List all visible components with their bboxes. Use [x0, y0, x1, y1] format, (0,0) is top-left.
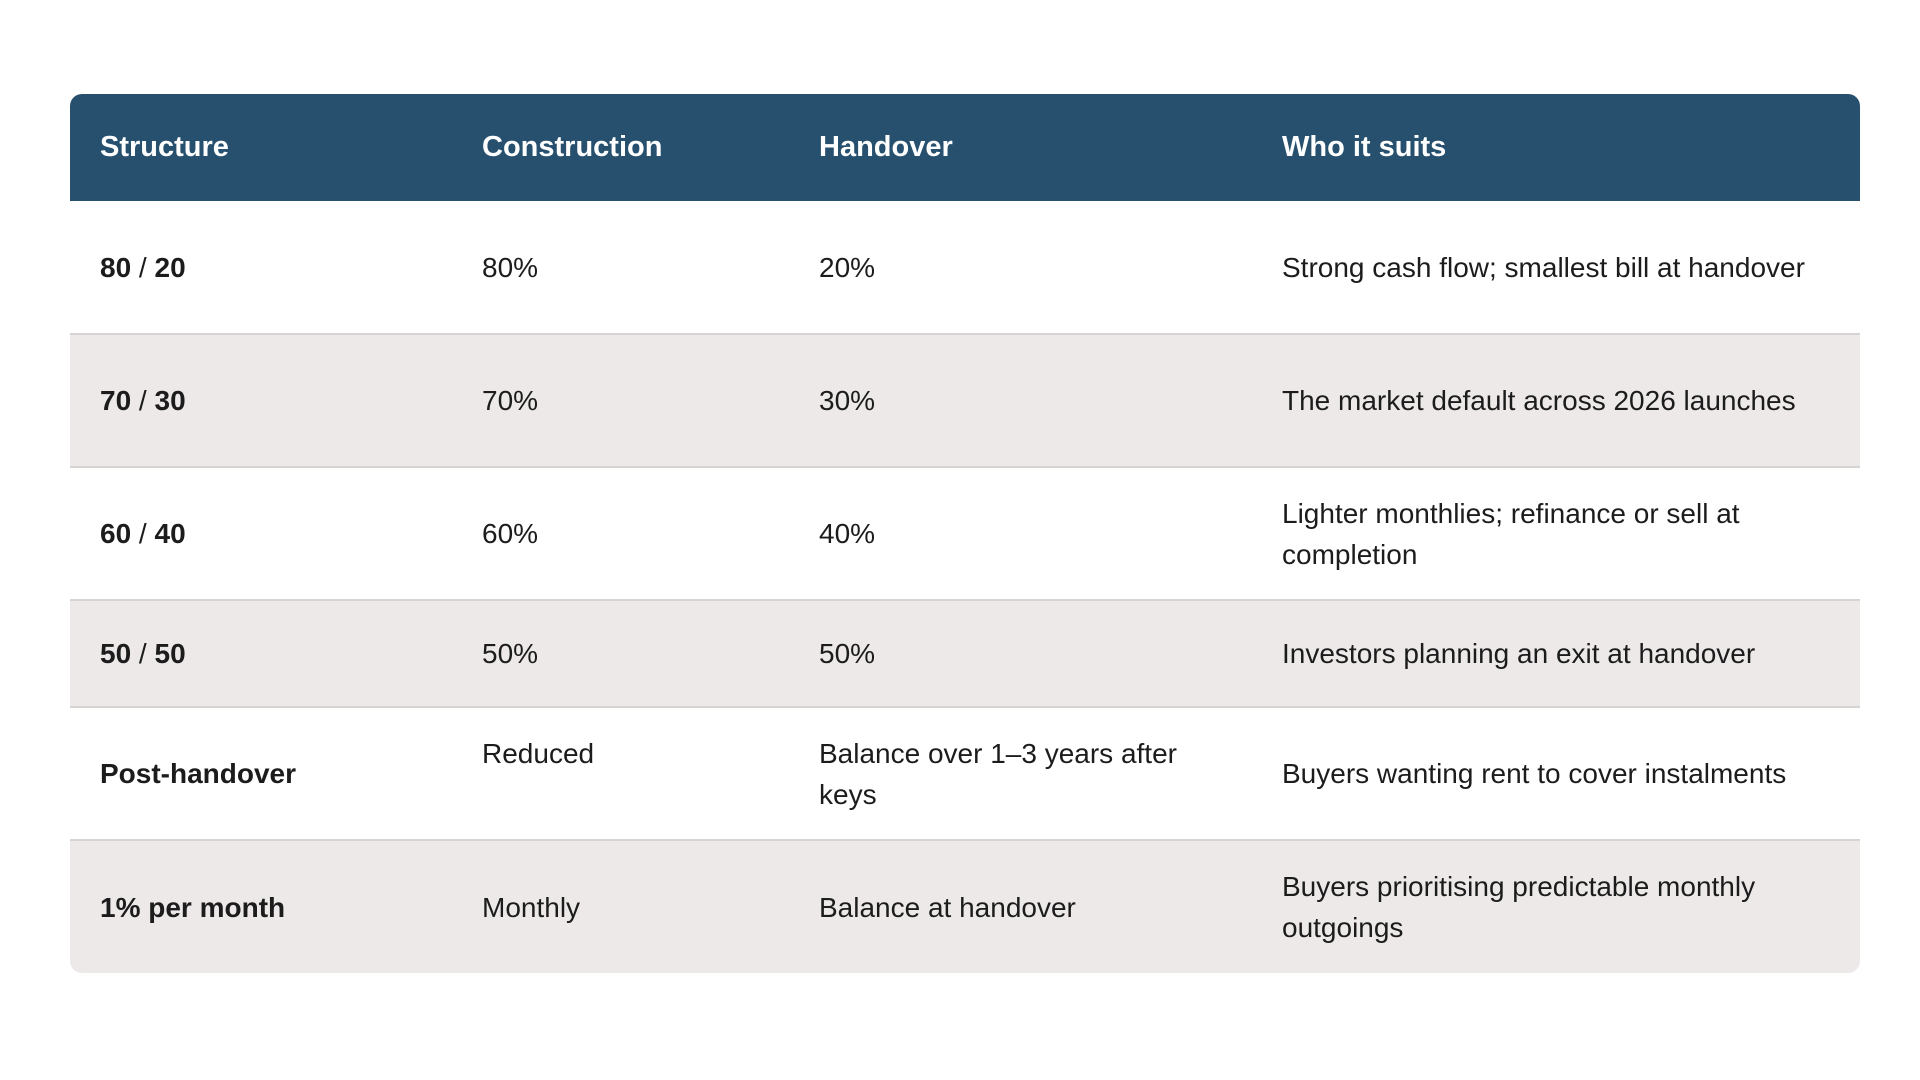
structure-first-value: 80 — [100, 251, 132, 283]
structure-second-value: 50 — [154, 638, 186, 669]
table-row: 60 / 40 60% 40% Lighter monthlies; refin… — [70, 467, 1860, 600]
structure-second-value: 20 — [154, 251, 186, 283]
column-header-who-it-suits: Who it suits — [1282, 131, 1447, 163]
structure-first-value: 50 — [100, 638, 132, 669]
column-header-structure: Structure — [100, 131, 229, 163]
payment-plan-table: Structure Construction Handover Who it s… — [70, 94, 1860, 973]
table-row: 70 / 30 70% 30% The market default acros… — [70, 334, 1860, 467]
structure-separator: / — [131, 251, 155, 283]
construction-cell: Monthly — [482, 891, 581, 923]
who-it-suits-cell: The market default across 2026 launches — [1282, 385, 1796, 416]
table-row: 1% per month Monthly Balance at handover… — [70, 840, 1860, 973]
who-it-suits-cell: Lighter monthlies; refinance or sell at … — [1282, 497, 1740, 570]
structure-first-value: 70 — [100, 385, 132, 416]
column-header-construction: Construction — [482, 131, 663, 163]
who-it-suits-cell: Buyers prioritising predictable monthly … — [1282, 871, 1756, 943]
header-row: Structure Construction Handover Who it s… — [70, 94, 1860, 201]
structure-cell: 50 / 50 — [70, 600, 452, 707]
structure-second-value: 40 — [154, 518, 186, 549]
structure-cell: 70 / 30 — [70, 334, 452, 467]
who-it-suits-cell: Strong cash flow; smallest bill at hando… — [1282, 251, 1805, 283]
construction-cell: 80% — [482, 251, 539, 283]
construction-cell: 70% — [482, 385, 539, 416]
structure-cell: Post-handover — [100, 758, 297, 789]
payment-plan-table-container: Structure Construction Handover Who it s… — [70, 94, 1860, 973]
construction-cell: 50% — [482, 638, 539, 669]
who-it-suits-cell: Buyers wanting rent to cover instalments — [1282, 758, 1787, 789]
construction-cell: Reduced — [482, 738, 595, 769]
table-row: 50 / 50 50% 50% Investors planning an ex… — [70, 600, 1860, 707]
structure-cell: 60 / 40 — [70, 467, 452, 600]
handover-cell: Balance over 1–3 years after keys — [819, 737, 1177, 810]
column-header-handover: Handover — [819, 131, 953, 163]
structure-first-value: 60 — [100, 518, 132, 549]
who-it-suits-cell: Investors planning an exit at handover — [1282, 638, 1756, 669]
handover-cell: 40% — [819, 518, 876, 549]
structure-cell: 1% per month — [100, 891, 286, 923]
structure-separator: / — [131, 638, 155, 669]
table-header: Structure Construction Handover Who it s… — [70, 94, 1860, 201]
table-row: 80 / 20 80% 20% Strong cash flow; smalle… — [70, 201, 1860, 334]
handover-cell: 20% — [819, 251, 876, 283]
handover-cell: 50% — [819, 638, 876, 669]
handover-cell: Balance at handover — [819, 891, 1076, 923]
structure-separator: / — [131, 385, 155, 416]
structure-cell: 80 / 20 — [70, 201, 452, 334]
table-row: Post-handover Reduced Balance over 1–3 y… — [70, 707, 1860, 840]
structure-separator: / — [131, 518, 155, 549]
handover-cell: 30% — [819, 385, 876, 416]
table-body: 80 / 20 80% 20% Strong cash flow; smalle… — [70, 201, 1860, 973]
structure-second-value: 30 — [154, 385, 186, 416]
construction-cell: 60% — [482, 518, 539, 549]
